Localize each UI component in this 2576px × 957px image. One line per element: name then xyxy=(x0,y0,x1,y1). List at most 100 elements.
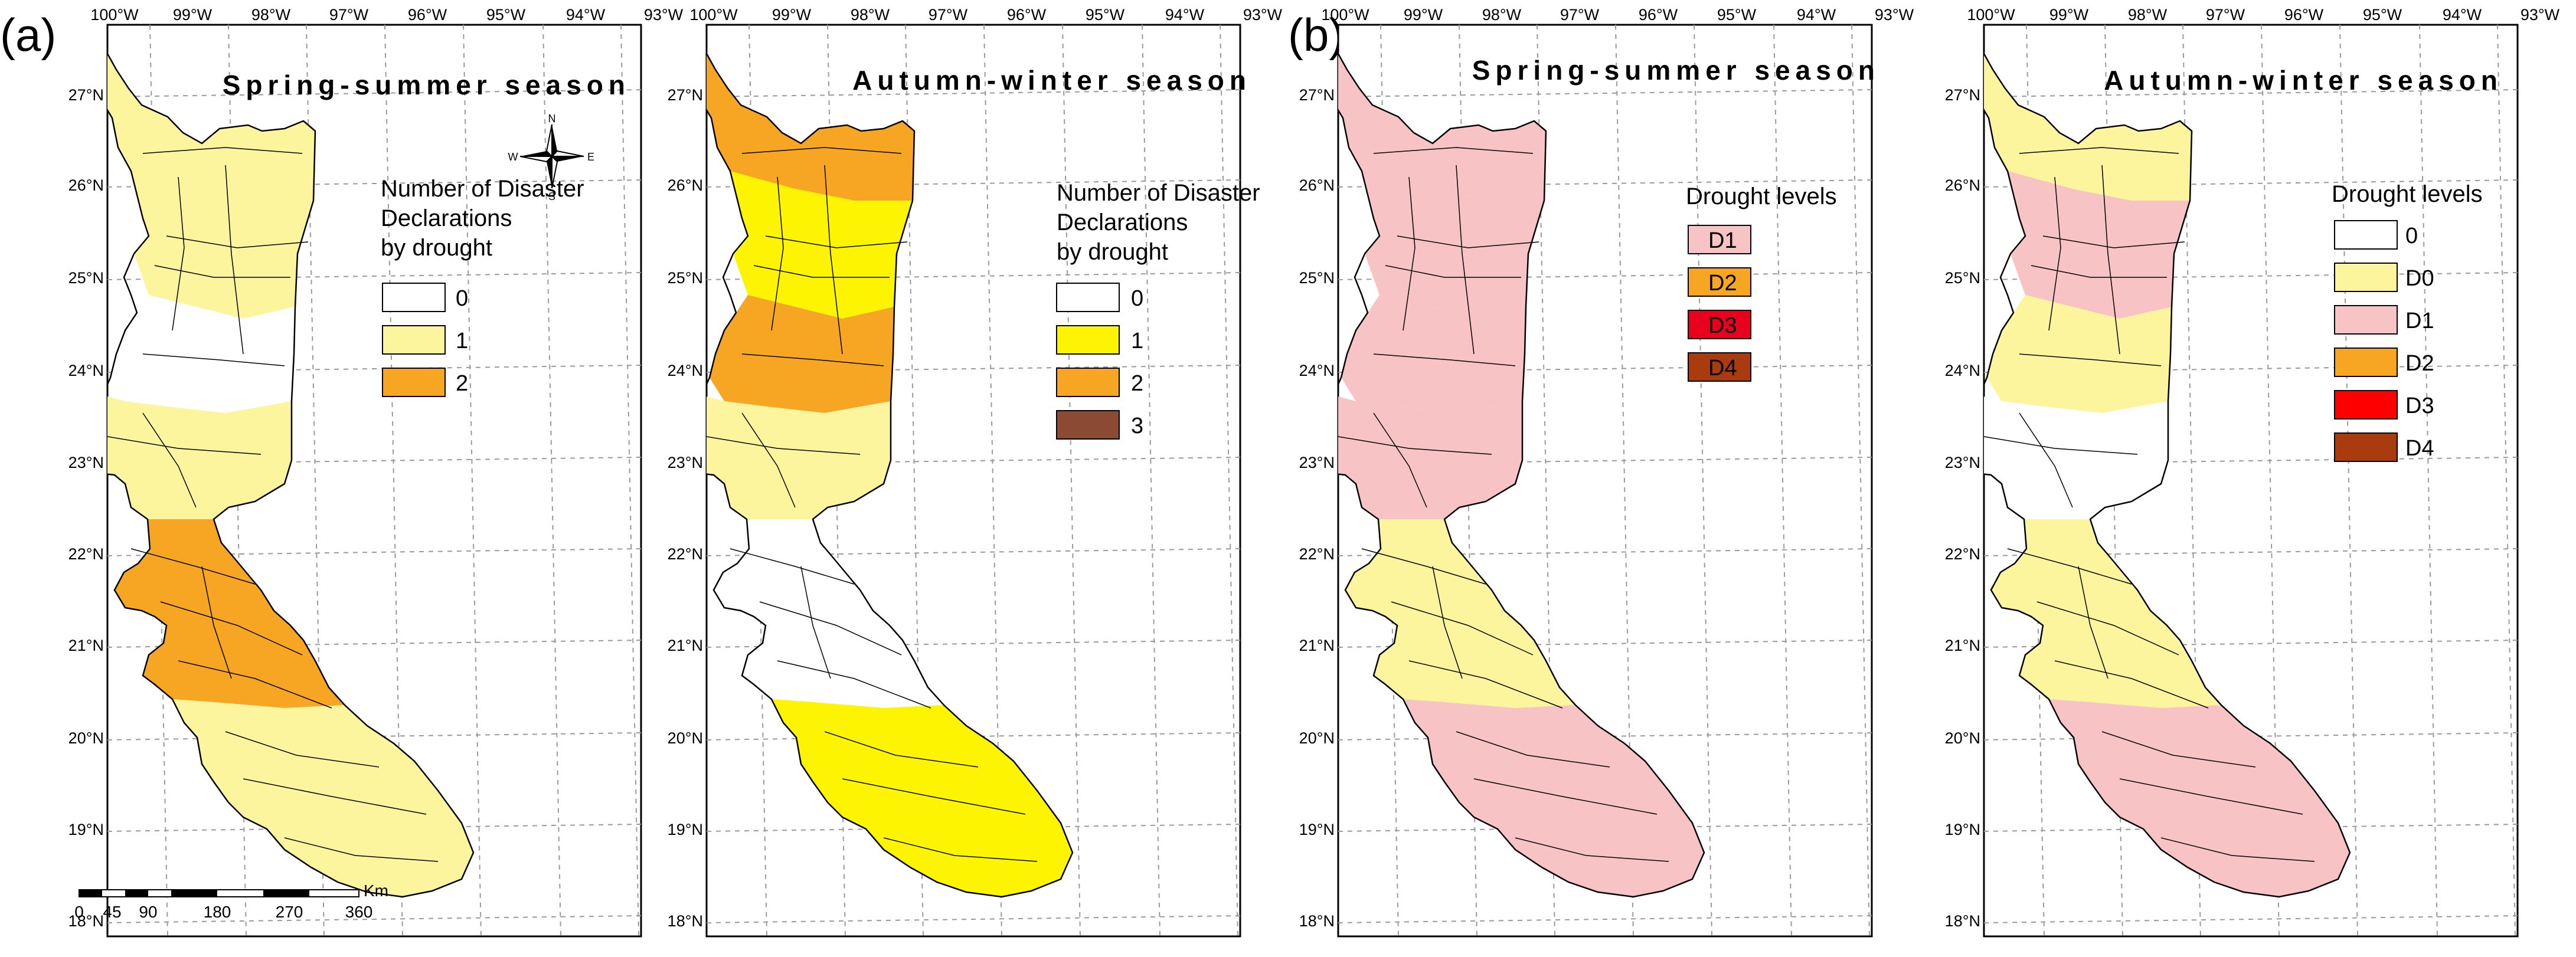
lat-tick-label: 18°N xyxy=(1945,912,1980,930)
lat-tick-label: 19°N xyxy=(1945,821,1980,838)
lon-tick-label: 96°W xyxy=(1639,6,1678,24)
lat-tick-label: 26°N xyxy=(1945,176,1980,194)
lat-tick-label: 18°N xyxy=(668,912,703,930)
municipality-boundary xyxy=(178,660,332,709)
lat-tick-label: 24°N xyxy=(1945,362,1980,379)
lat-tick-label: 25°N xyxy=(668,269,703,287)
coordinate-ticks: 100°W 99°W 98°W 97°W 96°W 95°W 94°W 93°W 27°N 26°… xyxy=(1945,6,2560,930)
legend-title-line-1: Number of Disaster xyxy=(381,176,584,202)
lat-tick-label: 23°N xyxy=(668,454,703,471)
municipality-boundary xyxy=(741,353,884,366)
municipality-boundary xyxy=(824,731,979,768)
lon-tick-label: 100°W xyxy=(1321,6,1369,24)
legend-title-line-3: by drought xyxy=(1057,239,1168,265)
lat-tick-label: 24°N xyxy=(68,362,104,379)
municipality-boundary xyxy=(1456,165,1475,355)
municipality-group xyxy=(1345,519,1575,708)
meridian-line xyxy=(671,25,689,936)
municipality-boundary xyxy=(883,837,1038,862)
municipality-boundary xyxy=(2019,412,2073,508)
municipality-boundary xyxy=(166,235,309,248)
lon-tick-label: 98°W xyxy=(251,6,291,24)
lon-tick-label: 95°W xyxy=(486,6,526,24)
municipality-boundary xyxy=(284,837,439,862)
legend-swatch-0 xyxy=(382,283,446,312)
municipality-map xyxy=(1984,52,2351,898)
municipality-boundary xyxy=(2036,601,2179,656)
municipality-boundary xyxy=(1515,837,1669,862)
meridian-line xyxy=(1142,25,1160,936)
lon-tick-label: 94°W xyxy=(566,6,606,24)
legend-swatch-2 xyxy=(2334,305,2398,335)
lon-tick-label: 99°W xyxy=(772,6,812,24)
lon-tick-label: 98°W xyxy=(1482,6,1522,24)
municipality-boundary xyxy=(1397,235,1539,248)
municipality-boundary xyxy=(130,548,256,585)
lon-tick-label: 97°W xyxy=(929,6,968,24)
legend-swatch-1 xyxy=(1688,267,1751,297)
legend-swatch-0 xyxy=(2334,220,2398,250)
scale-label-180: 180 xyxy=(204,903,231,921)
municipality-boundary xyxy=(2101,165,2120,355)
legend-label-0: 0 xyxy=(456,286,468,311)
lon-tick-label: 94°W xyxy=(2443,6,2482,24)
municipality-boundary xyxy=(225,731,380,768)
municipality-group xyxy=(714,519,944,708)
lon-tick-label: 96°W xyxy=(408,6,447,24)
municipality-boundary xyxy=(1361,548,1486,585)
legend-swatch-3 xyxy=(2334,348,2398,377)
lon-tick-label: 93°W xyxy=(1243,6,1283,24)
map-title: Autumn-winter season xyxy=(852,65,1251,96)
municipality-boundary xyxy=(824,165,843,355)
lat-tick-label: 23°N xyxy=(68,454,104,471)
municipality-boundary xyxy=(1373,147,1534,154)
lat-tick-label: 21°N xyxy=(1299,637,1335,654)
municipality-boundary xyxy=(1373,412,1427,508)
lat-tick-label: 22°N xyxy=(1945,545,1980,563)
legend-swatch-1 xyxy=(382,325,446,355)
lat-tick-label: 25°N xyxy=(1299,269,1335,287)
legend-swatch-0 xyxy=(1056,283,1120,312)
lat-tick-label: 24°N xyxy=(1299,362,1335,379)
lat-tick-label: 24°N xyxy=(668,362,703,379)
west-label: W xyxy=(508,151,518,163)
legend-swatch-1 xyxy=(1056,325,1120,355)
municipality-boundary xyxy=(2078,566,2108,679)
municipality-boundary xyxy=(142,147,303,154)
municipality-boundary xyxy=(107,436,261,455)
north-label: N xyxy=(548,113,556,124)
legend-label-2: 2 xyxy=(456,371,468,396)
legend-title: Drought levels xyxy=(2332,181,2483,207)
meridian-line xyxy=(1694,25,1712,936)
parallel-line xyxy=(1984,915,2518,923)
lat-tick-label: 27°N xyxy=(1299,86,1335,104)
state-outline xyxy=(107,52,475,898)
municipality-boundary xyxy=(201,566,232,679)
legend-swatch-2 xyxy=(382,368,446,397)
figure-label-a: (a) xyxy=(0,9,56,61)
legend-swatch-0 xyxy=(1688,225,1751,254)
lon-tick-label: 100°W xyxy=(1967,6,2015,24)
municipality-group xyxy=(1991,519,2221,708)
lat-tick-label: 23°N xyxy=(1299,454,1335,471)
lon-tick-label: 100°W xyxy=(90,6,139,24)
lon-tick-label: 95°W xyxy=(1717,6,1757,24)
municipality-boundary xyxy=(771,176,784,331)
meridian-line xyxy=(542,25,561,936)
legend-title-line-3: by drought xyxy=(381,235,492,261)
municipality-boundary xyxy=(2031,265,2167,278)
state-outline xyxy=(1338,52,1705,898)
coordinate-ticks: 100°W 99°W 98°W 97°W 96°W 95°W 94°W 93°W 27°N 26°… xyxy=(1299,6,1914,930)
legend-swatch-3 xyxy=(1688,352,1751,382)
municipality-boundary xyxy=(1338,436,1492,455)
meridian-line xyxy=(1220,25,1238,936)
municipality-boundary xyxy=(2119,778,2303,815)
lon-tick-label: 99°W xyxy=(1404,6,1443,24)
legend-swatch-4 xyxy=(2334,390,2398,419)
municipality-boundary xyxy=(1432,566,1463,679)
lon-tick-label: 95°W xyxy=(1086,6,1125,24)
municipality-group xyxy=(710,295,894,413)
municipality-group xyxy=(707,52,914,201)
municipality-boundary xyxy=(160,601,303,656)
